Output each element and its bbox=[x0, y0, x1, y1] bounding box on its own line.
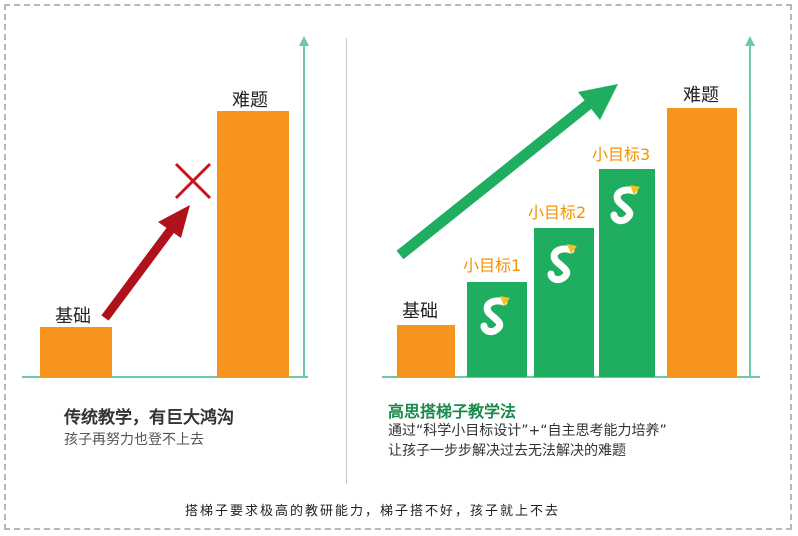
left-caption-sub: 孩子再努力也登不上去 bbox=[64, 432, 204, 448]
footer-text: 搭梯子要求极高的教研能力，梯子搭不好，孩子就上不去 bbox=[185, 504, 561, 519]
right-base-label: 基础 bbox=[402, 301, 438, 322]
gaosi-s-logo-icon bbox=[610, 185, 640, 225]
left-hard-label: 难题 bbox=[232, 90, 268, 111]
right-hard-label: 难题 bbox=[683, 85, 719, 106]
cross-icon bbox=[174, 162, 212, 200]
right-base-bar bbox=[397, 325, 455, 377]
right-green-arrow-shaft bbox=[396, 98, 594, 260]
left-caption-title: 传统教学，有巨大鸿沟 bbox=[64, 408, 234, 428]
goal-bar-2 bbox=[534, 228, 594, 377]
gaosi-s-logo-icon bbox=[480, 296, 510, 336]
left-red-arrow-head bbox=[158, 205, 190, 238]
goal-bar-3 bbox=[599, 169, 655, 377]
left-red-arrow-shaft bbox=[101, 225, 176, 321]
right-caption-title: 高思搭梯子教学法 bbox=[388, 402, 517, 421]
goal-label-3: 小目标3 bbox=[592, 145, 651, 164]
goal-label-1: 小目标1 bbox=[463, 256, 522, 275]
dashed-frame bbox=[4, 4, 792, 530]
left-hard-bar bbox=[217, 111, 289, 377]
right-y-axis-arrowhead bbox=[745, 36, 755, 46]
left-base-label: 基础 bbox=[55, 306, 91, 327]
left-y-axis-arrowhead bbox=[299, 36, 309, 46]
right-hard-bar bbox=[667, 108, 737, 377]
panel-divider bbox=[346, 38, 347, 484]
gaosi-s-logo-icon bbox=[547, 244, 577, 284]
goal-label-2: 小目标2 bbox=[528, 203, 587, 222]
left-base-bar bbox=[40, 327, 112, 377]
right-caption-line-2: 让孩子一步步解决过去无法解决的难题 bbox=[388, 443, 626, 459]
right-green-arrow-head bbox=[578, 84, 618, 120]
right-caption-line-1: 通过“科学小目标设计”+“自主思考能力培养” bbox=[388, 423, 667, 439]
